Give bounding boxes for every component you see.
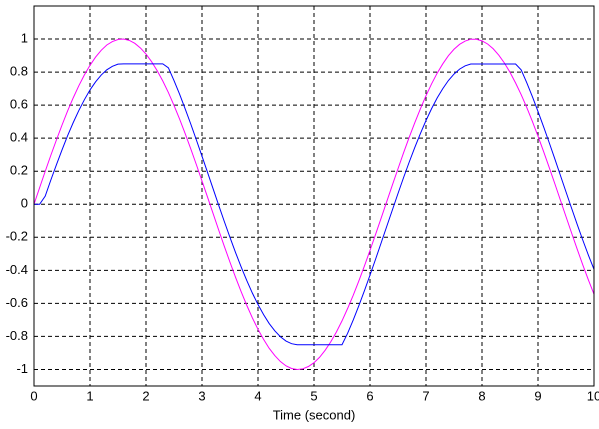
x-tick-label: 2 <box>142 388 149 403</box>
x-tick-label: 3 <box>198 388 205 403</box>
x-tick-label: 10 <box>587 388 599 403</box>
x-tick-label: 7 <box>422 388 429 403</box>
x-axis-label: Time (second) <box>273 407 356 422</box>
x-tick-label: 5 <box>310 388 317 403</box>
y-tick-label: 0.2 <box>10 163 28 178</box>
x-tick-label: 6 <box>366 388 373 403</box>
y-tick-label: -0.6 <box>6 295 28 310</box>
x-tick-label: 1 <box>86 388 93 403</box>
data-line <box>33 38 595 370</box>
y-tick-label: -1 <box>16 361 28 376</box>
y-tick-label: -0.2 <box>6 229 28 244</box>
y-tick-label: 0.4 <box>10 130 28 145</box>
x-tick-label: 0 <box>30 388 37 403</box>
y-tick-label: -0.4 <box>6 262 28 277</box>
y-tick-label: 0 <box>21 196 28 211</box>
y-tick-label: 0.6 <box>10 97 28 112</box>
y-tick-label: -0.8 <box>6 328 28 343</box>
y-tick-label: 1 <box>21 30 28 45</box>
x-tick-label: 9 <box>534 388 541 403</box>
x-tick-label: 8 <box>478 388 485 403</box>
axes-box <box>33 5 595 387</box>
data-line <box>34 63 595 346</box>
y-tick-label: 0.8 <box>10 64 28 79</box>
x-tick-label: 4 <box>254 388 261 403</box>
